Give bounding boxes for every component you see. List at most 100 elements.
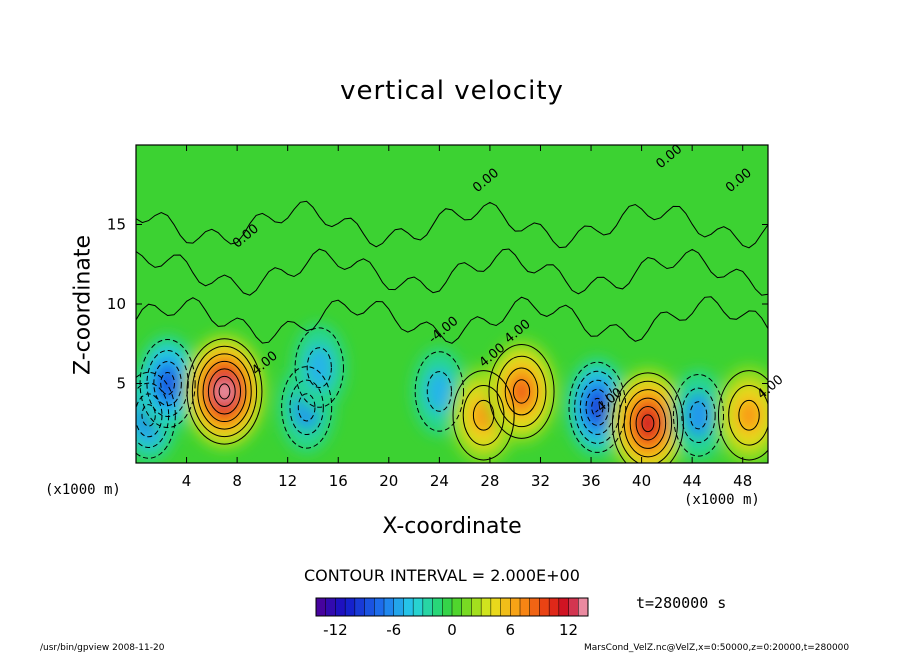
contour-line: [191, 345, 258, 438]
colorbar-swatch: [413, 598, 424, 616]
contour-line: [738, 399, 760, 431]
contour-line: [218, 383, 231, 400]
contour-line: [136, 382, 170, 448]
contour-line: [568, 361, 627, 453]
colorbar-swatch: [452, 598, 463, 616]
colorbar-swatch: [442, 598, 453, 616]
contour-line: [146, 349, 189, 418]
colorbar-swatch: [335, 598, 346, 616]
contour-line: [635, 405, 661, 441]
footer-right-text: MarsCond_VelZ.nc@VelZ,x=0:50000,z=0:2000…: [584, 643, 850, 653]
colorbar-swatch: [558, 598, 570, 616]
contour-line: [488, 344, 555, 439]
colorbar-swatch: [578, 598, 589, 616]
contour-line: [306, 347, 332, 388]
x-axis-label: X-coordinate: [382, 514, 522, 539]
contour-line: [414, 351, 465, 432]
colorbar: -12 -6 0 6 12: [315, 597, 589, 639]
colorbar-swatch: [568, 598, 579, 616]
contour-line: [289, 379, 324, 436]
contour-line: [496, 355, 547, 428]
colorbar-swatch: [481, 598, 492, 616]
y-tick-label: 15: [107, 216, 126, 234]
x-ticks: 4 8 12 16 20 24 28 32 36 40 44 48: [182, 145, 752, 490]
colorbar-swatch: [520, 598, 531, 616]
colorbar-tick-label: 12: [559, 621, 578, 639]
contour-line: [585, 388, 610, 426]
contour-line: [452, 370, 515, 461]
contour-line: [591, 397, 604, 417]
field-blob: [737, 398, 761, 432]
contour-line: [717, 370, 768, 461]
contour-line: [202, 360, 247, 423]
colorbar-swatch: [510, 598, 521, 616]
colorbar-swatch: [354, 598, 366, 616]
contour-line: [141, 404, 156, 427]
field-blob: [159, 371, 176, 396]
colorbar-swatch: [325, 598, 336, 616]
contour-line: [504, 367, 539, 416]
x-tick-label: 44: [683, 472, 702, 490]
colorbar-swatch: [393, 598, 404, 616]
time-label: t=280000 s: [636, 594, 727, 612]
field-blob: [425, 369, 453, 414]
x-tick-label: 16: [329, 472, 348, 490]
contour-line: [136, 371, 176, 459]
contour-line: [512, 379, 531, 404]
contour-line: [294, 327, 344, 408]
y-ticks: 5 10 15: [107, 216, 768, 393]
colorbar-swatch: [529, 598, 540, 616]
field-blob: [512, 378, 531, 405]
contour-line: [186, 338, 263, 445]
colorbar-swatch: [471, 598, 482, 616]
colorbar-tick-label: 0: [447, 621, 457, 639]
contour-line: [629, 397, 667, 449]
colorbar-swatch: [422, 598, 434, 616]
contour-line: [281, 366, 333, 449]
contour-line: [641, 414, 655, 433]
colorbar-swatch: [461, 598, 472, 616]
x-tick-label: 4: [182, 472, 192, 490]
contour-line: [153, 360, 182, 407]
colorbar-tick-label: -12: [323, 621, 348, 639]
colorbar-tick-label: -6: [386, 621, 401, 639]
x-tick-label: 40: [632, 472, 651, 490]
contour-line: [672, 374, 725, 457]
x-tick-label: 48: [733, 472, 752, 490]
colorbar-swatch: [500, 598, 511, 616]
field-blob: [684, 392, 713, 438]
zero-contour-line: [136, 248, 768, 296]
colorbar-swatch: [316, 598, 327, 616]
field-blob: [305, 345, 333, 390]
y-tick-label: 5: [116, 375, 126, 393]
x-tick-label: 20: [379, 472, 398, 490]
contour-line: [297, 393, 316, 422]
colorbar-swatch: [374, 598, 385, 616]
colorbar-swatch: [345, 598, 356, 616]
colorbar-swatch: [490, 598, 502, 616]
contour-line: [207, 368, 242, 415]
zero-contour-line: [136, 296, 768, 344]
colorbar-frame: [315, 597, 589, 617]
contour-line: [728, 385, 768, 446]
x-axis-unit-right: (x1000 m): [684, 492, 760, 508]
zero-contour-line: [136, 200, 768, 249]
colorbar-swatch: [384, 598, 395, 616]
x-tick-label: 12: [278, 472, 297, 490]
contour-line: [623, 389, 673, 458]
x-tick-label: 8: [232, 472, 242, 490]
x-axis-unit-left: (x1000 m): [45, 482, 121, 498]
contour-line: [681, 387, 716, 443]
colorbar-tick-label: 6: [506, 621, 516, 639]
x-tick-label: 32: [531, 472, 550, 490]
contour-line: [213, 375, 236, 407]
contour-line: [197, 353, 252, 430]
contour-line: [689, 401, 708, 430]
colorbar-swatch: [539, 598, 550, 616]
y-tick-label: 10: [107, 295, 126, 313]
contour-interval-label: CONTOUR INTERVAL = 2.000E+00: [304, 566, 580, 585]
chart-title: vertical velocity: [340, 76, 564, 106]
contour-line: [617, 380, 678, 463]
plot-contours: [136, 200, 768, 463]
